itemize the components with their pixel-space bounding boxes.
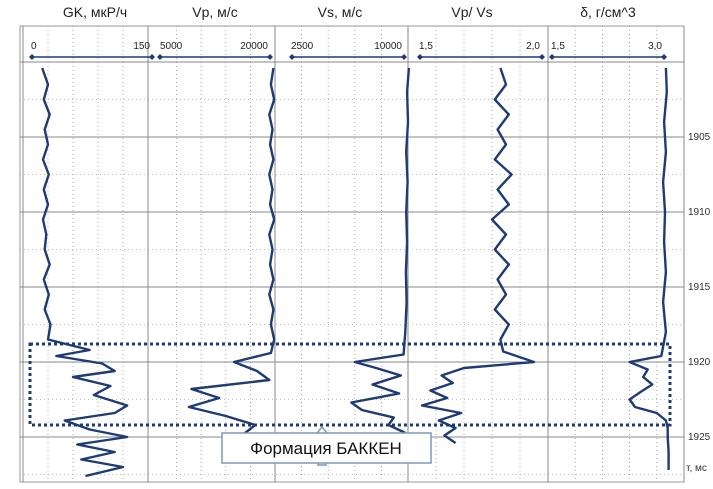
track-title: Vp, м/с xyxy=(192,4,237,20)
scale-marker-icon xyxy=(157,54,163,60)
log-curve-line xyxy=(350,67,411,450)
formation-annotation: Формация БАККЕН xyxy=(28,342,672,466)
scale-max-label: 10000 xyxy=(374,41,402,52)
depth-tick-label: 1925 xyxy=(688,432,711,443)
depth-tick-label: 1915 xyxy=(688,282,711,293)
scale-marker-icon xyxy=(549,54,555,60)
scale-max-label: 150 xyxy=(133,41,150,52)
track-title: GK, мкР/ч xyxy=(63,4,127,20)
formation-label: Формация БАККЕН xyxy=(250,439,402,458)
depth-tick-labels: 1905 1910 1915 1920 1925 xyxy=(688,132,711,443)
scale-marker-icon xyxy=(289,54,295,60)
scale-max-label: 3,0 xyxy=(648,41,662,52)
scale-marker-icon xyxy=(149,54,155,60)
log-curve-line xyxy=(187,67,276,453)
depth-tick-label: 1905 xyxy=(688,132,711,143)
depth-tick-label: 1910 xyxy=(688,207,711,218)
track-title: δ, г/см^3 xyxy=(580,4,636,20)
scale-min-label: 1,5 xyxy=(419,41,433,52)
scale-min-label: 0 xyxy=(31,41,37,52)
scale-marker-icon xyxy=(539,54,545,60)
plot-frame xyxy=(19,25,685,483)
scale-max-label: 2,0 xyxy=(526,41,540,52)
scale-marker-icon xyxy=(29,54,35,60)
track-title: Vs, м/с xyxy=(318,4,363,20)
formation-interval-box xyxy=(28,342,672,427)
scale-marker-icon xyxy=(661,54,667,60)
log-curve-line xyxy=(628,67,670,470)
scale-marker-icon xyxy=(401,54,407,60)
depth-tick-label: 1920 xyxy=(688,357,711,368)
log-curve-line xyxy=(420,67,536,444)
grid xyxy=(19,25,685,483)
scale-min-label: 5000 xyxy=(160,41,183,52)
scale-min-label: 2500 xyxy=(291,41,314,52)
scale-max-label: 20000 xyxy=(240,41,268,52)
track-title: Vp/ Vs xyxy=(451,4,492,20)
track-headers: GK, мкР/ч 0 150 Vp, м/с 5000 20000 Vs, м/с 2500… xyxy=(29,4,667,60)
scale-marker-icon xyxy=(417,54,423,60)
scale-min-label: 1,5 xyxy=(551,41,565,52)
log-curve-line xyxy=(41,67,129,478)
scale-marker-icon xyxy=(267,54,273,60)
log-curves xyxy=(41,67,670,478)
formation-callout-box xyxy=(221,432,432,464)
depth-axis-unit: т, мс xyxy=(686,463,707,474)
